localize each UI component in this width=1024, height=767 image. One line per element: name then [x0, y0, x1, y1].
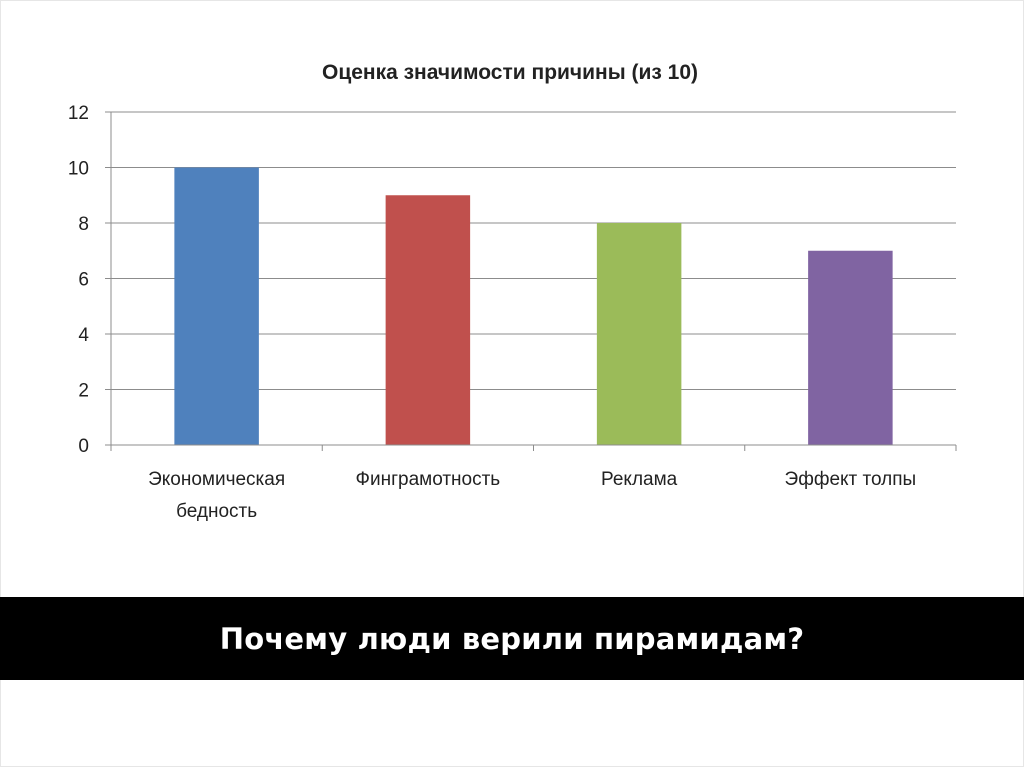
x-axis-labels: Экономическая бедность Финграмотность Рекла… [148, 469, 916, 522]
y-tick-label: 4 [78, 325, 89, 346]
y-tick-label: 2 [78, 381, 89, 402]
y-tick-label: 0 [78, 436, 89, 457]
bar [596, 223, 682, 445]
y-axis-ticks: 0 2 4 6 8 10 12 [68, 103, 111, 457]
y-tick-label: 6 [78, 270, 89, 291]
x-category-label: Финграмотность [356, 469, 501, 490]
bars [174, 167, 893, 445]
bar-chart: Оценка значимости причины (из 10) 0 2 4 6 8 1… [68, 61, 957, 522]
bar [385, 195, 471, 445]
y-tick-label: 10 [68, 159, 89, 180]
x-category-label: Эффект толпы [785, 469, 917, 490]
bar [174, 167, 259, 445]
x-category-label: Экономическая бедность [148, 469, 285, 522]
y-tick-label: 12 [68, 103, 89, 124]
chart-title: Оценка значимости причины (из 10) [322, 61, 698, 84]
caption-band: Почему люди верили пирамидам? [0, 597, 1024, 680]
x-category-label: Реклама [601, 469, 678, 490]
y-tick-label: 8 [78, 214, 89, 235]
axes [110, 112, 957, 451]
slide-caption: Почему люди верили пирамидам? [219, 621, 805, 656]
bar [808, 250, 893, 445]
